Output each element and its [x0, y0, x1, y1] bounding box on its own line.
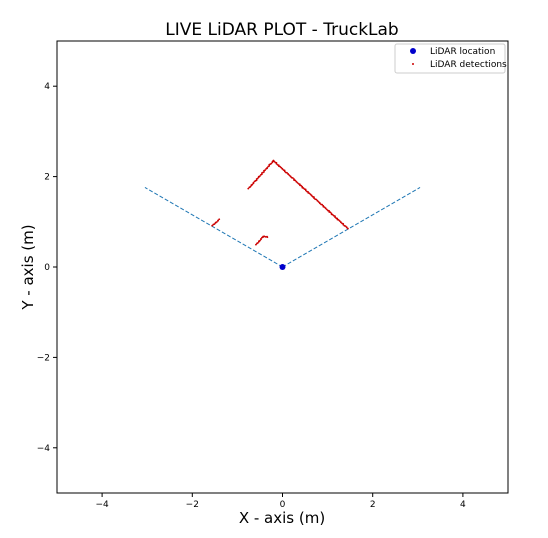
legend: LiDAR location LiDAR detections — [394, 43, 507, 74]
legend-box — [394, 43, 506, 74]
detection-point — [218, 218, 221, 221]
y-tick-label: 4 — [44, 82, 50, 92]
x-tick-label: −4 — [95, 500, 109, 510]
detection-point — [257, 242, 259, 244]
legend-label-detections: LiDAR detections — [430, 60, 507, 70]
detection-point — [260, 237, 262, 240]
detection-point — [251, 183, 254, 186]
legend-marker-location — [410, 48, 416, 54]
detection-point — [213, 223, 216, 225]
fov-line — [144, 187, 283, 268]
detections — [211, 159, 349, 246]
detection-point — [247, 187, 250, 190]
fov-lines — [144, 187, 421, 268]
x-ticks: −4 −2 0 2 4 — [95, 493, 466, 510]
y-tick-label: −2 — [37, 353, 50, 363]
detection-point — [217, 219, 220, 222]
x-tick-label: 0 — [280, 500, 286, 510]
detection-point — [259, 239, 261, 242]
x-tick-label: 2 — [370, 500, 376, 510]
x-tick-label: 4 — [460, 500, 466, 510]
legend-marker-detections — [412, 63, 414, 65]
y-axis-label: Y - axis (m) — [19, 224, 37, 310]
detection-point — [266, 236, 269, 239]
detection-point — [258, 175, 261, 177]
detection-point — [256, 177, 259, 180]
x-tick-label: −2 — [186, 500, 199, 510]
detection-point — [252, 181, 255, 184]
detection-point — [211, 224, 214, 227]
lidar-location-layer — [279, 264, 286, 270]
y-ticks: −4 −2 0 2 4 — [37, 82, 57, 454]
y-tick-label: −4 — [37, 444, 51, 454]
x-axis-label: X - axis (m) — [239, 509, 325, 527]
detection-point — [264, 169, 266, 172]
y-tick-label: 2 — [44, 173, 50, 183]
detection-point — [255, 243, 257, 246]
detection-point — [249, 185, 252, 188]
lidar-location-point — [279, 264, 286, 270]
y-tick-label: 0 — [44, 263, 50, 273]
detection-point — [270, 162, 273, 165]
fov-line — [282, 187, 421, 268]
detection-point — [266, 166, 269, 169]
detection-point — [346, 227, 349, 230]
detection-point — [215, 221, 218, 223]
chart-title: LIVE LiDAR PLOT - TruckLab — [165, 20, 398, 40]
legend-label-location: LiDAR location — [430, 47, 495, 57]
